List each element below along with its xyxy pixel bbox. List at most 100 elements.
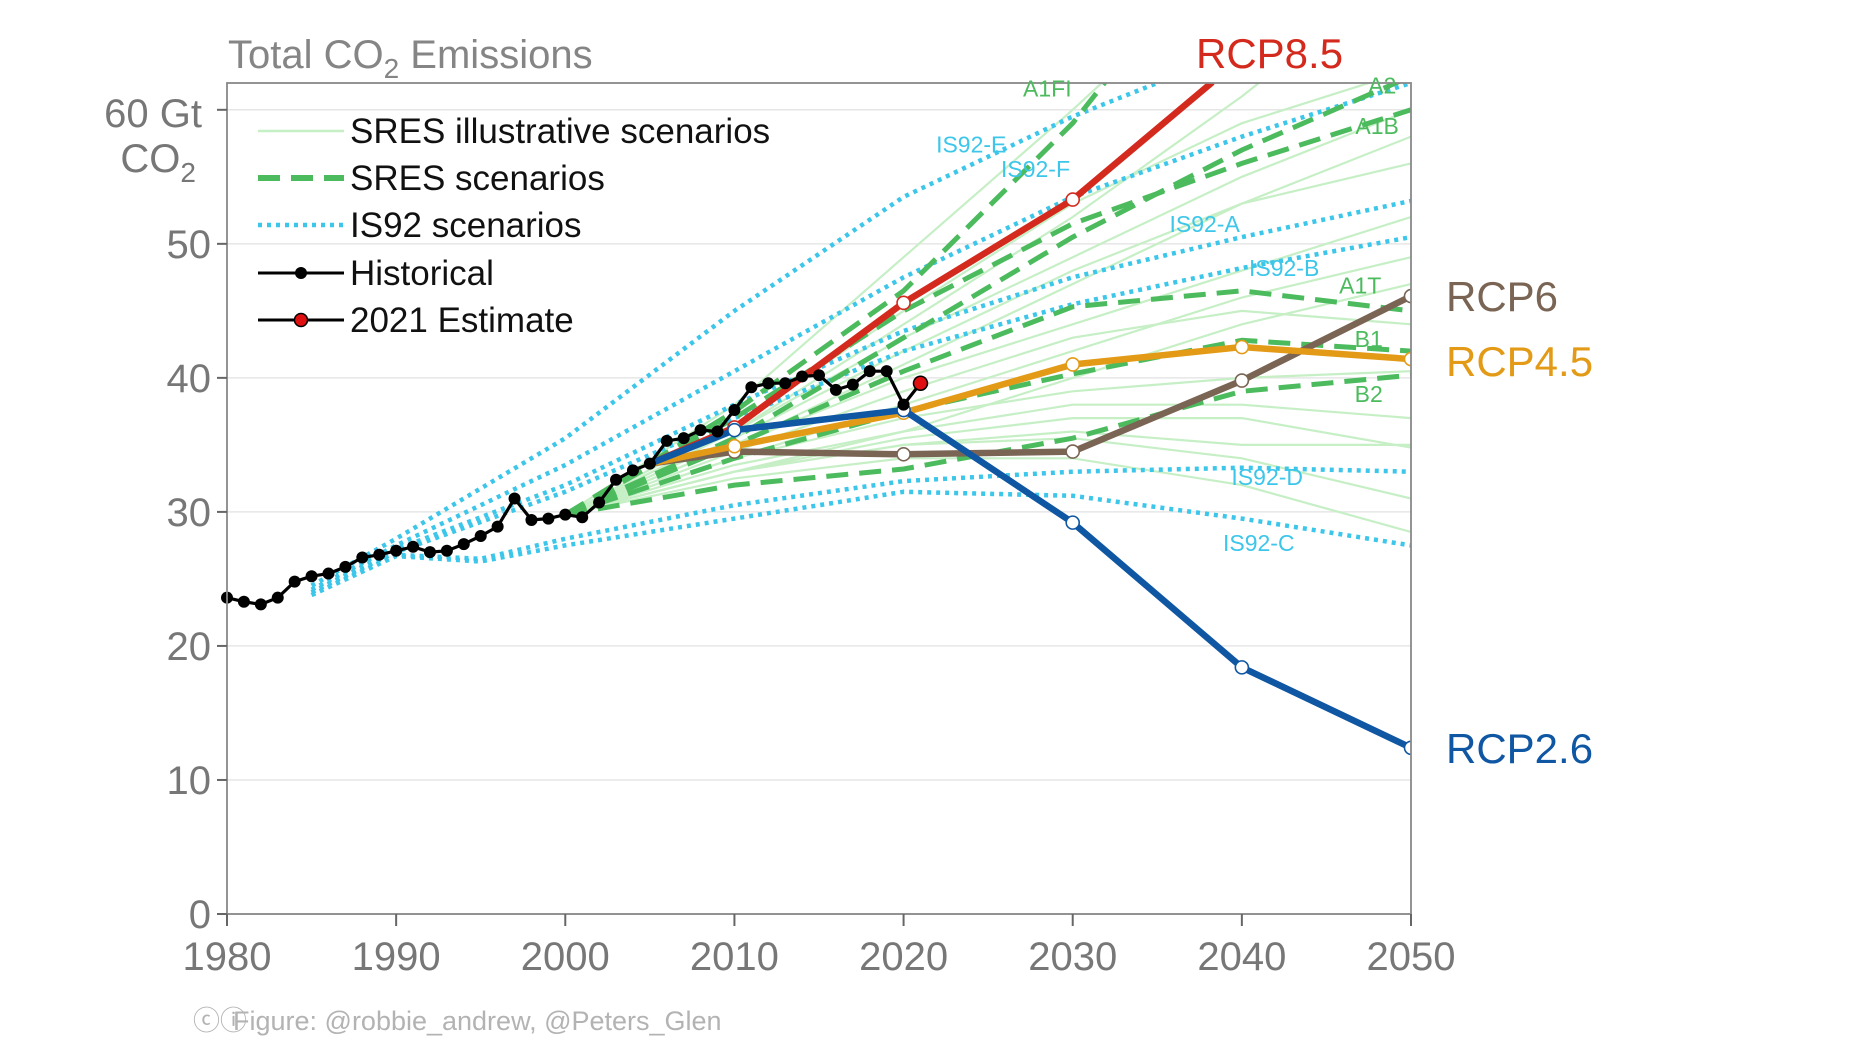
is92-scenario-lines (310, 83, 1411, 598)
historical-point (728, 404, 741, 417)
sres-line (564, 372, 1411, 518)
legend-label-sres-illustrative: SRES illustrative scenarios (350, 112, 770, 151)
y-tick-label: 20 (167, 625, 212, 669)
historical-point (660, 434, 673, 447)
x-tick-label: 1980 (183, 935, 272, 979)
plot-frame (226, 82, 1412, 915)
rcp-label-rcp85: RCP8.5 (1196, 30, 1343, 77)
rcp-point-rcp26 (1065, 515, 1081, 530)
historical-point (322, 567, 335, 580)
y-tick-label: 0 (189, 893, 211, 937)
scenario-label: A1B (1355, 113, 1398, 139)
rcp-point-rcp6 (896, 446, 911, 462)
is92-line (310, 83, 1159, 588)
historical-point (576, 511, 589, 524)
sres-illustrative-line (565, 437, 1411, 516)
rcp-point-rcp26 (1234, 660, 1250, 675)
x-tick-label: 2030 (1028, 935, 1117, 979)
historical-point (525, 513, 538, 526)
historical-point (305, 570, 318, 583)
x-tick-label: 1990 (352, 935, 441, 979)
sres-illustrative-lines (564, 83, 1411, 534)
sres-illustrative-line (564, 403, 1411, 516)
sres-line (564, 107, 1411, 517)
legend-label-estimate: 2021 Estimate (350, 301, 574, 340)
historical-point (643, 457, 656, 470)
scenario-label: A1FI (1023, 75, 1072, 101)
creative-commons-icon: ⓒⓘ (193, 1006, 247, 1036)
rcp-line-rcp6 (646, 292, 1411, 467)
historical-point (288, 575, 301, 588)
y-tick-label: 40 (167, 357, 212, 401)
historical-point (373, 548, 386, 561)
axes: 1980 1990 2000 2010 2020 2030 2040 205001020304… (167, 82, 1456, 979)
rcp-line-rcp45 (646, 343, 1411, 467)
rcp-point-rcp45 (1234, 339, 1250, 355)
rcp-point-rcp26 (727, 422, 742, 438)
rcp-label-rcp45: RCP4.5 (1446, 338, 1593, 385)
y-axis-unit-line2: CO2 (120, 137, 196, 188)
legend-marker-estimate (293, 312, 309, 328)
historical-point (846, 378, 859, 391)
rcp-point-rcp6 (1234, 373, 1250, 388)
rcp-point-rcp45 (1403, 351, 1411, 367)
historical-point (829, 383, 842, 396)
y-tick-label: 30 (167, 491, 212, 535)
historical-point (542, 512, 555, 525)
legend: SRES illustrative scenarios SRES scenari… (258, 112, 770, 340)
x-tick-label: 2000 (521, 935, 610, 979)
rcp-point-rcp26 (1403, 740, 1411, 756)
x-tick-label: 2050 (1367, 935, 1456, 979)
scenario-label: IS92-C (1223, 530, 1295, 556)
estimate-point (912, 375, 929, 391)
historical-point (423, 546, 436, 559)
scenario-label: IS92-B (1249, 255, 1319, 281)
scenario-label: IS92-A (1169, 211, 1240, 237)
historical-point (880, 365, 893, 378)
is92-line (310, 489, 1411, 598)
y-axis-unit-line1: 60 Gt (104, 92, 202, 136)
historical-point (796, 370, 809, 383)
x-tick-label: 2020 (859, 935, 948, 979)
rcp-label-rcp6: RCP6 (1446, 273, 1558, 320)
rcp-point-rcp45 (727, 438, 742, 454)
historical-point (593, 496, 606, 509)
rcp-line-rcp26 (646, 406, 1411, 752)
historical-point (390, 544, 403, 557)
legend-marker-historical (295, 267, 307, 279)
scenario-label: IS92-E (936, 132, 1006, 158)
sres-line (563, 83, 1108, 517)
rcp-point-rcp45 (1065, 357, 1081, 372)
historical-point (677, 432, 690, 445)
x-tick-label: 2040 (1197, 935, 1286, 979)
historical-point (356, 551, 369, 564)
scenario-label: IS92-D (1231, 464, 1303, 490)
historical-point (339, 560, 352, 573)
is92-line (310, 83, 1411, 592)
historical-point (237, 595, 250, 608)
historical-point (457, 538, 470, 551)
scenario-label: A1T (1339, 272, 1381, 298)
historical-point (762, 377, 775, 390)
legend-label-is92: IS92 scenarios (350, 206, 582, 245)
historical-point (271, 591, 284, 604)
scenario-label: A2 (1368, 73, 1396, 99)
legend-label-sres: SRES scenarios (350, 159, 605, 198)
historical-point (745, 381, 758, 394)
credit-text: Figure: @robbie_andrew, @Peters_Glen (233, 1006, 722, 1036)
historical-series (221, 365, 929, 611)
sres-illustrative-line (565, 457, 1411, 534)
historical-point (779, 377, 792, 390)
historical-point (407, 540, 420, 553)
scenario-label: B1 (1355, 326, 1383, 352)
scenario-label: IS92-F (1001, 156, 1070, 182)
sres-line (564, 337, 1411, 517)
historical-point (254, 598, 267, 611)
historical-point (863, 365, 876, 378)
historical-point (694, 424, 707, 437)
x-tick-label: 2010 (690, 935, 779, 979)
rcp-point-rcp6 (1403, 288, 1411, 304)
historical-point (474, 530, 487, 543)
